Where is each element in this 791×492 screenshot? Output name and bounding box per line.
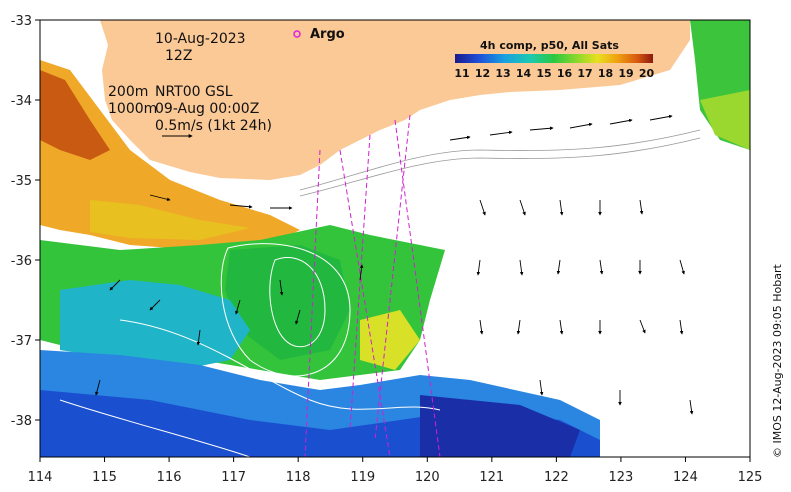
y-tick-label: -38 xyxy=(11,414,32,429)
isobath-label-200: 200m xyxy=(108,84,148,100)
y-tick-label: -37 xyxy=(11,334,32,349)
credit-label: © IMOS 12-Aug-2023 09:05 Hobart xyxy=(771,264,784,458)
colorbar-tick-label: 18 xyxy=(598,67,613,80)
y-tick-label: -36 xyxy=(11,254,32,269)
argo-label: Argo xyxy=(310,27,345,42)
current-vectors xyxy=(95,114,694,415)
x-tick-label: 118 xyxy=(286,470,311,485)
date-label: 10-Aug-2023 xyxy=(155,31,246,47)
x-tick-label: 119 xyxy=(350,470,375,485)
scale-label: 0.5m/s (1kt 24h) xyxy=(155,118,272,134)
colorbar-tick-label: 11 xyxy=(454,67,469,80)
y-tick-label: -34 xyxy=(11,94,32,109)
argo-tracks xyxy=(304,114,441,457)
isobaths xyxy=(299,129,701,197)
x-axis: 114 115 116 117 118 119 120 121 122 123 124 125 xyxy=(28,457,763,485)
x-tick-label: 114 xyxy=(28,470,53,485)
x-tick-label: 116 xyxy=(157,470,182,485)
hour-label: 12Z xyxy=(165,48,192,64)
colorbar-tick-label: 19 xyxy=(618,67,633,80)
x-tick-label: 124 xyxy=(673,470,698,485)
y-tick-label: -35 xyxy=(11,174,32,189)
colorbar-tick-label: 17 xyxy=(577,67,592,80)
colorbar xyxy=(455,54,653,63)
colorbar-ticks: 11 12 13 14 15 16 17 18 19 20 xyxy=(454,67,654,80)
y-tick-label: -33 xyxy=(11,14,32,29)
product-time-label: 09-Aug 00:00Z xyxy=(155,101,259,117)
y-axis: -33 -34 -35 -36 -37 -38 xyxy=(11,14,40,429)
x-tick-label: 123 xyxy=(608,470,633,485)
product-label: NRT00 GSL xyxy=(155,84,233,100)
x-tick-label: 117 xyxy=(221,470,246,485)
x-tick-label: 122 xyxy=(544,470,569,485)
x-tick-label: 115 xyxy=(92,470,117,485)
x-tick-label: 121 xyxy=(479,470,504,485)
x-tick-label: 120 xyxy=(415,470,440,485)
colorbar-tick-label: 15 xyxy=(536,67,551,80)
colorbar-title: 4h comp, p50, All Sats xyxy=(480,39,619,52)
colorbar-tick-label: 20 xyxy=(639,67,655,80)
colorbar-tick-label: 13 xyxy=(495,67,510,80)
plot-frame xyxy=(39,19,751,458)
isobath-label-1000: 1000m xyxy=(108,101,157,117)
argo-marker-icon xyxy=(293,30,301,38)
colorbar-tick-label: 12 xyxy=(475,67,490,80)
x-tick-label: 125 xyxy=(738,470,763,485)
colorbar-tick-label: 16 xyxy=(557,67,573,80)
colorbar-tick-label: 14 xyxy=(516,67,532,80)
